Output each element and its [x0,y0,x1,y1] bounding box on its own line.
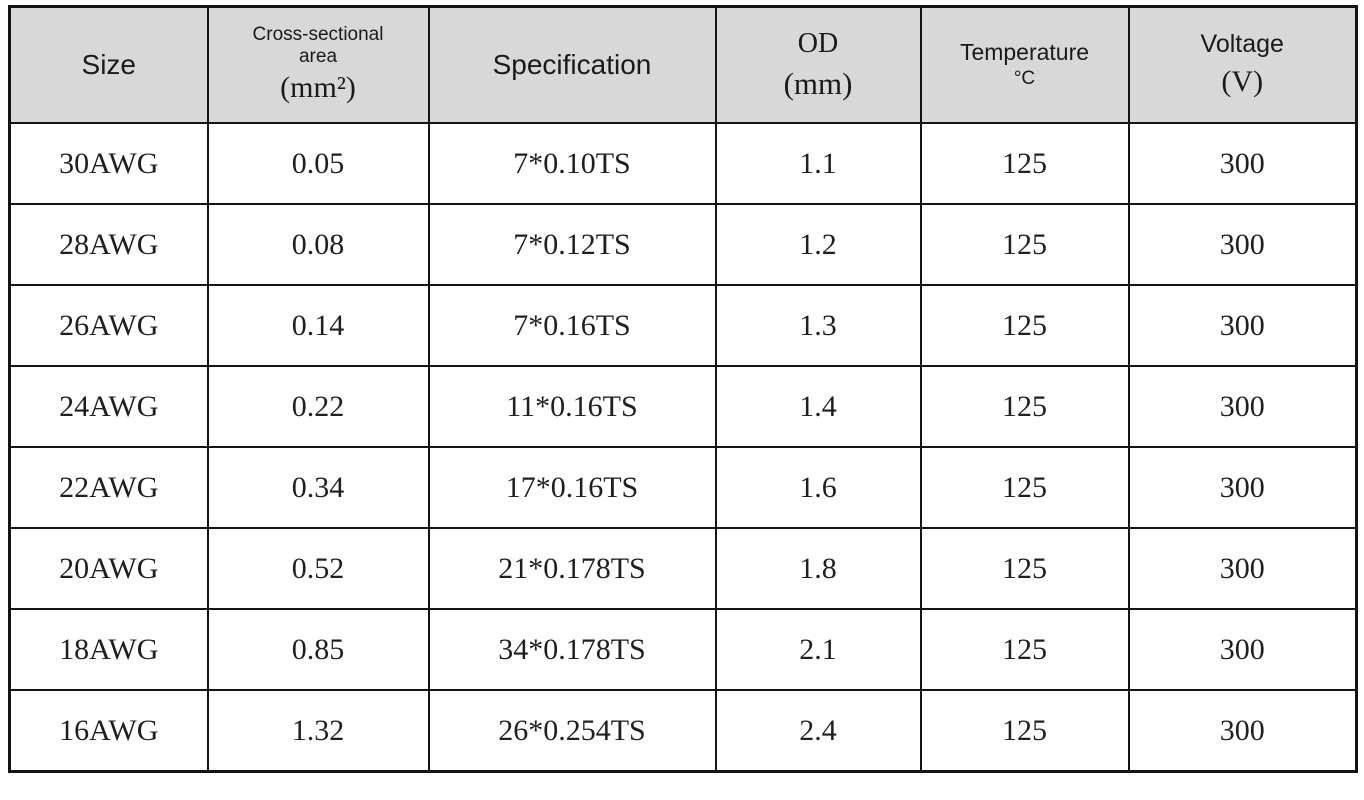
column-header-temperature: Temperature °C [919,5,1130,124]
table-cell: 125 [919,689,1130,773]
table-cell: 125 [919,446,1130,529]
table-row: 30AWG 0.05 7*0.10TS 1.1 125 300 [8,122,1358,205]
table-cell: 34*0.178TS [427,608,717,691]
table-row: 18AWG 0.85 34*0.178TS 2.1 125 300 [8,608,1358,691]
table-cell: 1.6 [714,446,922,529]
table-cell: 125 [919,284,1130,367]
header-label: Voltage [1200,29,1284,58]
table-header-row: Size Cross-sectional area (mm²) Specific… [8,5,1358,124]
table-cell: 0.85 [206,608,430,691]
table-cell: 20AWG [8,527,209,610]
table-cell: 1.8 [714,527,922,610]
table-cell: 1.32 [206,689,430,773]
table-cell: 0.14 [206,284,430,367]
wire-specification-table: Size Cross-sectional area (mm²) Specific… [8,5,1358,773]
table-cell: 11*0.16TS [427,365,717,448]
wire-spec-table-container: Size Cross-sectional area (mm²) Specific… [8,5,1358,773]
column-header-cross-sectional-area: Cross-sectional area (mm²) [206,5,430,124]
header-unit: °C [1013,67,1036,89]
header-label: Cross-sectional area [252,24,384,67]
table-cell: 30AWG [8,122,209,205]
table-body: 30AWG 0.05 7*0.10TS 1.1 125 300 28AWG 0.08 7*0.1… [8,122,1358,773]
table-cell: 125 [919,527,1130,610]
table-cell: 300 [1127,608,1358,691]
header-unit: (mm²) [280,70,356,104]
table-cell: 26AWG [8,284,209,367]
table-cell: 0.34 [206,446,430,529]
table-cell: 300 [1127,527,1358,610]
column-header-size: Size [8,5,209,124]
table-cell: 1.3 [714,284,922,367]
table-row: 22AWG 0.34 17*0.16TS 1.6 125 300 [8,446,1358,529]
table-row: 20AWG 0.52 21*0.178TS 1.8 125 300 [8,527,1358,610]
table-cell: 125 [919,203,1130,286]
table-cell: 7*0.10TS [427,122,717,205]
column-header-od: OD (mm) [714,5,922,124]
table-row: 24AWG 0.22 11*0.16TS 1.4 125 300 [8,365,1358,448]
table-row: 26AWG 0.14 7*0.16TS 1.3 125 300 [8,284,1358,367]
table-cell: 2.1 [714,608,922,691]
table-cell: 125 [919,365,1130,448]
table-cell: 7*0.16TS [427,284,717,367]
table-cell: 28AWG [8,203,209,286]
table-cell: 1.1 [714,122,922,205]
table-cell: 0.22 [206,365,430,448]
table-cell: 1.4 [714,365,922,448]
table-cell: 0.52 [206,527,430,610]
table-cell: 0.08 [206,203,430,286]
table-cell: 300 [1127,689,1358,773]
header-unit: (V) [1221,65,1264,99]
table-cell: 22AWG [8,446,209,529]
header-label: OD [797,28,839,60]
table-cell: 125 [919,608,1130,691]
table-cell: 18AWG [8,608,209,691]
header-label: Specification [492,48,652,80]
table-cell: 21*0.178TS [427,527,717,610]
table-cell: 26*0.254TS [427,689,717,773]
table-row: 16AWG 1.32 26*0.254TS 2.4 125 300 [8,689,1358,773]
table-cell: 300 [1127,284,1358,367]
table-cell: 2.4 [714,689,922,773]
header-label: Temperature [959,39,1090,66]
table-cell: 300 [1127,365,1358,448]
table-cell: 24AWG [8,365,209,448]
header-unit: (mm) [783,65,853,101]
table-cell: 16AWG [8,689,209,773]
column-header-specification: Specification [427,5,717,124]
table-cell: 300 [1127,122,1358,205]
table-row: 28AWG 0.08 7*0.12TS 1.2 125 300 [8,203,1358,286]
table-cell: 125 [919,122,1130,205]
column-header-voltage: Voltage (V) [1127,5,1358,124]
table-cell: 7*0.12TS [427,203,717,286]
header-label: Size [81,48,136,80]
table-cell: 0.05 [206,122,430,205]
table-cell: 17*0.16TS [427,446,717,529]
table-cell: 1.2 [714,203,922,286]
table-cell: 300 [1127,446,1358,529]
table-cell: 300 [1127,203,1358,286]
